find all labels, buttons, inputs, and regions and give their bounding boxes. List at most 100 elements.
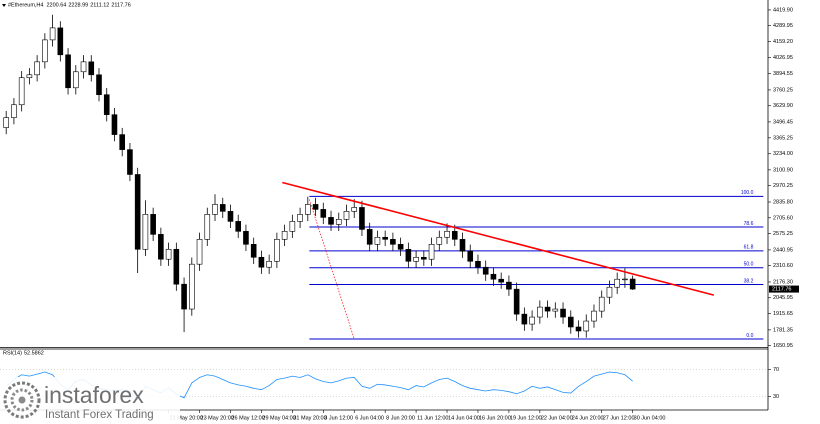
y-tick-label: 1781.35	[773, 327, 793, 333]
candle-body	[320, 209, 327, 218]
current-price-label: 2117.76	[772, 287, 791, 293]
y-tick-label: 4419.90	[773, 7, 793, 13]
y-tick-label: 2705.60	[773, 215, 793, 221]
candle-body	[374, 236, 381, 245]
y-tick-label: 1650.95	[773, 343, 793, 349]
symbol-menu-icon	[2, 4, 6, 7]
candle-body	[57, 27, 64, 56]
candle-body	[305, 204, 311, 215]
x-tick-label: 21 May 20:00	[170, 415, 203, 421]
x-tick-label: 26 May 12:00	[231, 415, 264, 421]
candle-body	[421, 256, 427, 260]
candle-body	[359, 207, 365, 230]
candle-body	[583, 320, 590, 332]
candle-body	[575, 326, 582, 332]
candle-body	[629, 278, 636, 290]
y-tick-label: 2440.95	[773, 247, 793, 253]
fib-level-label: 38.2	[744, 278, 754, 284]
candle-body	[521, 313, 528, 325]
candle-body	[537, 306, 543, 318]
logo-tagline: Instant Forex Trading	[45, 409, 154, 421]
rsi-name: RSI(14)	[3, 351, 22, 357]
candle-body	[274, 239, 280, 262]
x-tick-label: 3 Jun 12:00	[324, 415, 353, 421]
rsi-header: RSI(14) 52.5862	[3, 351, 44, 357]
logo-dot	[18, 396, 26, 404]
y-tick-label: 3894.55	[773, 71, 793, 77]
candle-body	[506, 281, 512, 290]
x-tick-label: 19 Jun 12:00	[510, 415, 542, 421]
candle-body	[212, 204, 218, 215]
logo: instaforex Instant Forex Trading	[0, 377, 180, 424]
candle-body	[428, 244, 435, 260]
candle-body	[312, 204, 319, 210]
candle-body	[351, 207, 358, 212]
x-tick-label: 27 Jun 12:00	[603, 415, 635, 421]
candle-body	[390, 239, 396, 245]
x-tick-label: 6 Jun 04:00	[355, 415, 384, 421]
y-tick-label: 3496.45	[773, 119, 793, 125]
logo-name: instaforex	[44, 382, 144, 408]
candle-body	[436, 236, 443, 245]
x-tick-label: 16 Jun 20:00	[479, 415, 511, 421]
y-tick-label: 3365.25	[773, 135, 793, 141]
candle-body	[529, 316, 535, 325]
candle-body	[26, 74, 33, 79]
candle-body	[243, 231, 249, 245]
last-open: 2200.64	[46, 3, 66, 9]
dotted-trendline	[309, 199, 355, 340]
candle-body	[405, 248, 412, 262]
candle-body	[49, 27, 56, 41]
candle-body	[219, 204, 226, 212]
fib-level-label: 78.6	[744, 221, 754, 227]
candle-body	[567, 316, 574, 328]
y-tick-label: 2310.60	[773, 263, 793, 269]
candle-body	[235, 221, 242, 232]
current-price-box	[769, 285, 799, 293]
candle-body	[289, 221, 296, 232]
candle-body	[134, 174, 141, 250]
x-tick-label: 30 Jun 04:00	[634, 415, 666, 421]
fib-level-label: 100.0	[741, 190, 754, 196]
trendline	[282, 181, 715, 296]
logo-ring-inner	[10, 388, 34, 412]
candle-body	[173, 248, 180, 285]
symbol: #Ethereum,H4	[8, 3, 43, 9]
chart-header: #Ethereum,H4 2200.64 2228.99 2111.12 2117.76	[8, 3, 131, 9]
candle-body	[366, 229, 373, 245]
x-tick-label: 8 Jun 20:00	[386, 415, 415, 421]
candle-body	[72, 71, 79, 89]
y-tick-label: 2835.80	[773, 199, 793, 205]
fib-level-label: 50.0	[744, 262, 754, 268]
candle-body	[96, 74, 102, 95]
candle-body	[459, 239, 466, 252]
candle-body	[475, 260, 481, 268]
candle-body	[622, 278, 628, 281]
candle-body	[196, 239, 203, 265]
y-tick-label: 3100.90	[773, 167, 793, 173]
rsi-tick-label: 70	[773, 367, 779, 373]
candle-body	[490, 273, 497, 280]
x-tick-label: 24 Jun 20:00	[572, 415, 604, 421]
candle-body	[513, 288, 520, 315]
candle-body	[189, 263, 195, 310]
candle-body	[591, 310, 597, 322]
candle-body	[467, 250, 474, 262]
y-tick-label: 2575.25	[773, 231, 793, 237]
candle-body	[142, 214, 149, 250]
x-tick-label: 22 Jun 04:00	[541, 415, 573, 421]
x-tick-label: 14 Jun 04:00	[448, 415, 480, 421]
x-tick-label: 31 May 20:00	[293, 415, 326, 421]
x-tick-label: 23 May 20:00	[201, 415, 234, 421]
last-low: 2111.12	[90, 3, 109, 9]
candle-body	[250, 244, 257, 258]
candle-body	[266, 260, 272, 268]
y-tick-label: 1915.65	[773, 311, 793, 317]
candle-body	[297, 214, 303, 222]
candle-body	[397, 244, 404, 250]
candle-body	[382, 236, 388, 240]
y-tick-label: 4026.95	[773, 55, 793, 61]
y-tick-label: 2970.25	[773, 183, 793, 189]
y-tick-label: 2045.95	[773, 295, 793, 301]
